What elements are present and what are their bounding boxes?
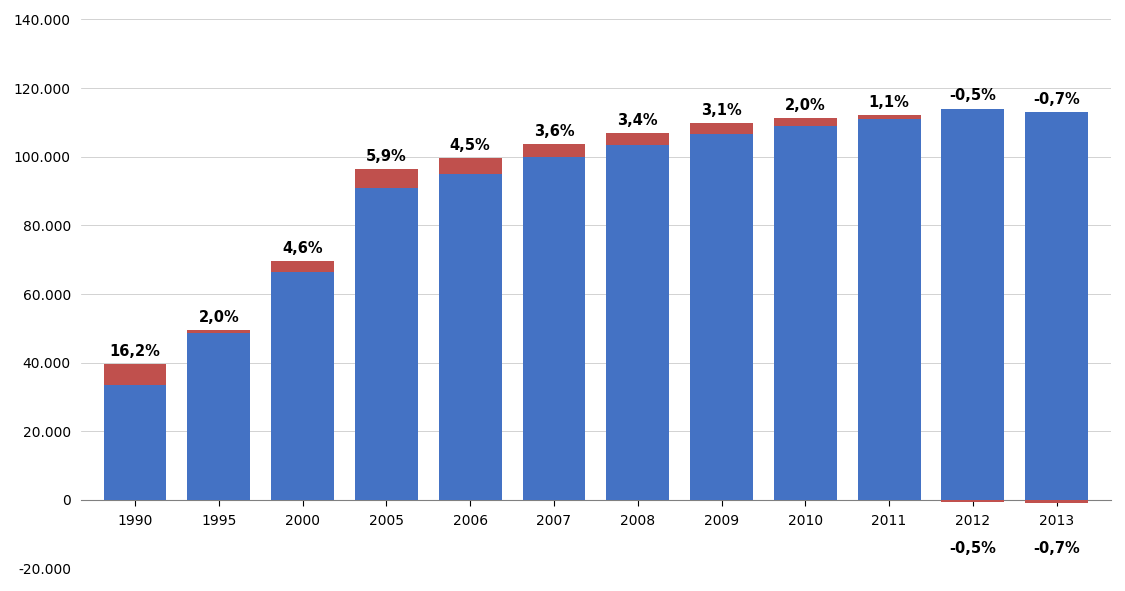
Bar: [104, 365, 166, 385]
Bar: [271, 261, 334, 272]
Text: 3,6%: 3,6%: [533, 124, 574, 139]
Bar: [439, 174, 502, 500]
Bar: [690, 123, 753, 134]
Bar: [606, 132, 669, 145]
Bar: [606, 145, 669, 500]
Bar: [188, 333, 250, 500]
Text: 4,5%: 4,5%: [450, 138, 490, 153]
Bar: [356, 187, 417, 500]
Bar: [271, 272, 334, 500]
Bar: [1025, 500, 1088, 503]
Bar: [522, 144, 585, 157]
Text: -0,7%: -0,7%: [1033, 541, 1080, 556]
Bar: [439, 158, 502, 174]
Bar: [1025, 112, 1088, 500]
Bar: [774, 126, 837, 500]
Bar: [857, 119, 920, 500]
Bar: [857, 115, 920, 119]
Text: 3,1%: 3,1%: [701, 103, 741, 118]
Bar: [522, 157, 585, 500]
Text: 5,9%: 5,9%: [366, 148, 407, 164]
Text: 4,6%: 4,6%: [282, 241, 323, 256]
Text: 2,0%: 2,0%: [198, 310, 240, 325]
Bar: [942, 500, 1005, 502]
Text: -0,5%: -0,5%: [950, 541, 997, 556]
Bar: [774, 118, 837, 126]
Bar: [356, 168, 417, 187]
Text: 2,0%: 2,0%: [785, 98, 826, 113]
Text: -0,7%: -0,7%: [1033, 92, 1080, 107]
Bar: [188, 330, 250, 333]
Text: 3,4%: 3,4%: [618, 112, 658, 128]
Text: 1,1%: 1,1%: [868, 95, 909, 110]
Text: -0,5%: -0,5%: [950, 89, 997, 103]
Text: 16,2%: 16,2%: [109, 344, 161, 359]
Bar: [104, 385, 166, 500]
Bar: [942, 109, 1005, 500]
Bar: [690, 134, 753, 500]
